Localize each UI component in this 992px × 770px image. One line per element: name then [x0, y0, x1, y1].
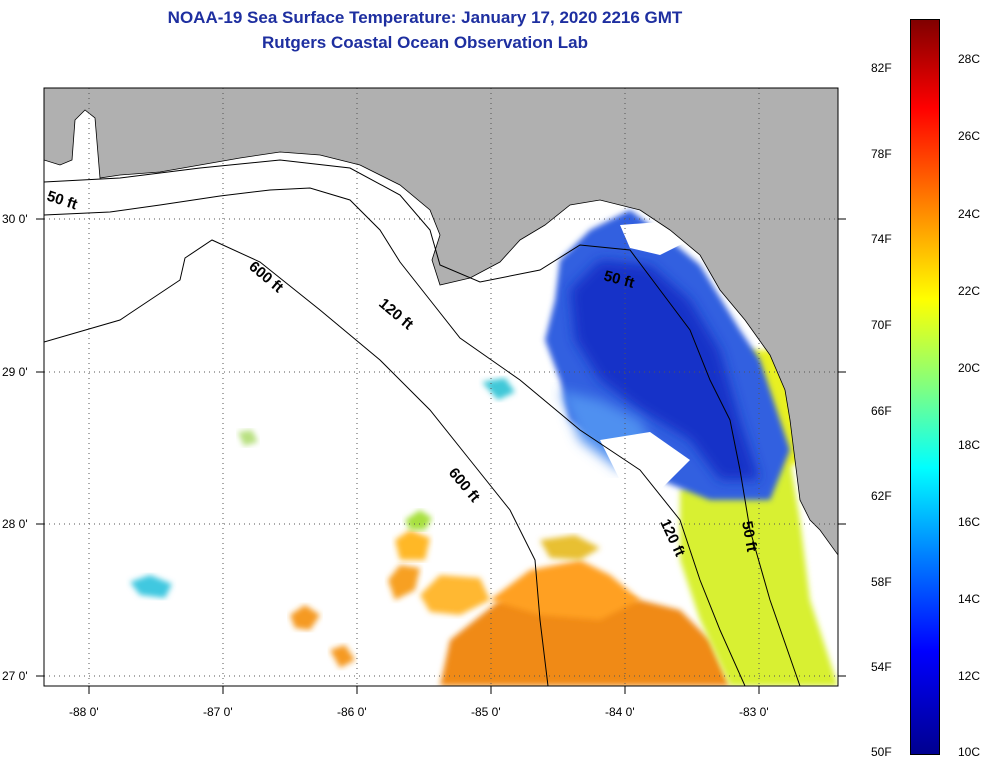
lon-label: -84 0'	[605, 705, 635, 719]
map-subtitle: Rutgers Coastal Ocean Observation Lab	[262, 33, 588, 52]
lat-label: 29 0'	[2, 365, 28, 379]
sst-cold-core	[570, 260, 760, 480]
colorbar-f-label: 54F	[871, 660, 892, 674]
lon-label: -88 0'	[69, 705, 99, 719]
contour-50ft	[44, 159, 801, 686]
contour-label: 50 ft	[738, 520, 760, 553]
lat-label: 30 0'	[2, 212, 28, 226]
colorbar-c-label: 14C	[958, 592, 981, 606]
sst-warm-patch	[540, 535, 600, 560]
colorbar-c-label: 26C	[958, 129, 981, 143]
contour-120ft	[44, 187, 746, 686]
colorbar-f-label: 66F	[871, 404, 892, 418]
colorbar-f-label: 74F	[871, 232, 892, 246]
map-frame	[43, 87, 839, 687]
lon-label: -83 0'	[739, 705, 769, 719]
cloud-gap	[600, 432, 690, 490]
sst-warm-patch	[388, 565, 420, 600]
sst-warm-patch	[405, 510, 432, 530]
sst-warm-patch	[490, 560, 640, 620]
colorbar-c-label: 10C	[958, 745, 981, 759]
colorbar-c-label: 18C	[958, 438, 981, 452]
temperature-colorbar	[910, 19, 940, 755]
sst-warm-patch	[330, 645, 355, 668]
lat-label: 27 0'	[2, 669, 28, 683]
sst-warm-patch	[420, 575, 490, 615]
contour-600ft	[44, 239, 549, 686]
depth-contours	[44, 159, 801, 686]
colorbar-f-label: 70F	[871, 318, 892, 332]
tick-marks	[36, 218, 846, 694]
colorbar-c-label: 24C	[958, 207, 981, 221]
lon-label: -86 0'	[337, 705, 367, 719]
sst-cyan-patch	[482, 378, 515, 400]
colorbar-f-label: 82F	[871, 61, 892, 75]
lon-label: -85 0'	[471, 705, 501, 719]
lon-label: -87 0'	[203, 705, 233, 719]
colorbar-c-label: 16C	[958, 515, 981, 529]
sst-green-patch	[238, 430, 258, 446]
colorbar-f-label: 78F	[871, 147, 892, 161]
sst-cyan-patch	[130, 575, 172, 598]
colorbar-c-label: 20C	[958, 361, 981, 375]
colorbar-c-label: 12C	[958, 669, 981, 683]
colorbar-c-label: 28C	[958, 52, 981, 66]
sst-warm-patch	[290, 605, 320, 630]
map-title: NOAA-19 Sea Surface Temperature: January…	[167, 8, 683, 27]
colorbar-c-label: 22C	[958, 284, 981, 298]
sst-warm-patch	[395, 530, 430, 560]
colorbar-f-label: 62F	[871, 489, 892, 503]
lat-label: 28 0'	[2, 517, 28, 531]
colorbar-f-label: 58F	[871, 575, 892, 589]
colorbar-f-label: 50F	[871, 745, 892, 759]
